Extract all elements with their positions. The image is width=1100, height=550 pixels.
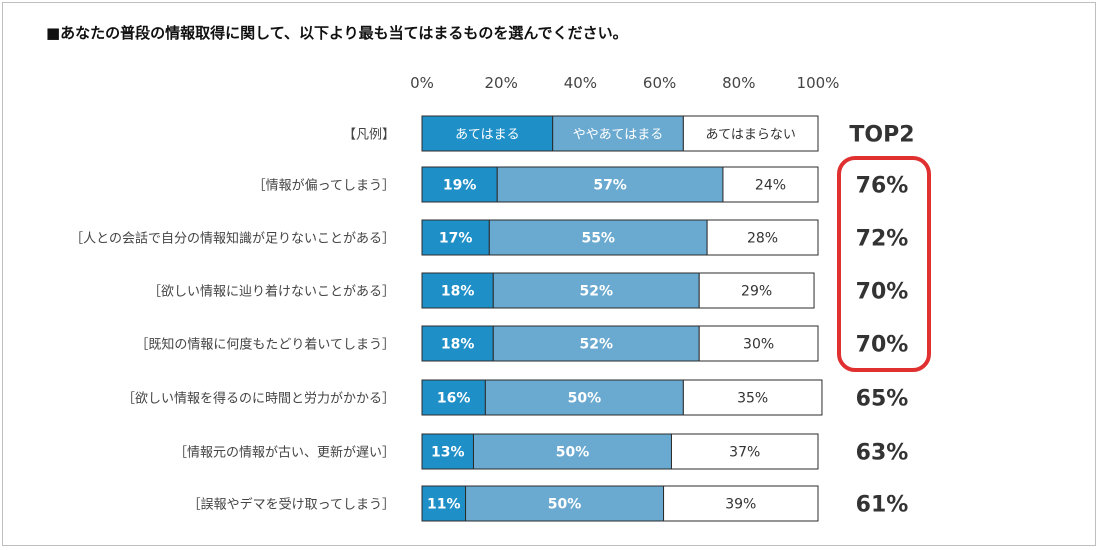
data-label: 52% xyxy=(579,284,613,300)
x-tick-label: 80% xyxy=(722,74,755,92)
x-tick-label: 40% xyxy=(564,74,597,92)
data-label: 57% xyxy=(593,178,627,194)
stacked-bar-chart: 0% 20% 40% 60% 80% 100% 【凡例】 あてはまる ややあてはまる あてはまら… xyxy=(0,0,1100,550)
category-label: ［欲しい情報を得るのに時間と労力がかかる］ xyxy=(122,391,395,407)
x-axis-ticks: 0% 20% 40% 60% 80% 100% xyxy=(410,74,839,92)
data-label: 17% xyxy=(439,231,473,247)
data-label: 50% xyxy=(556,445,590,461)
category-label: ［情報元の情報が古い、更新が遅い］ xyxy=(174,445,395,461)
top2-header: TOP2 xyxy=(849,123,914,148)
bars: ［情報が偏ってしまう］ 19% 57% 24% ［人との会話で自分の情報知識が足りないこ… xyxy=(70,167,822,521)
data-label: 18% xyxy=(441,284,475,300)
data-label: 52% xyxy=(579,337,613,353)
data-label: 50% xyxy=(568,391,602,407)
data-label: 13% xyxy=(431,445,465,461)
legend: 【凡例】 あてはまる ややあてはまる あてはまらない TOP2 xyxy=(343,116,915,151)
x-tick-label: 0% xyxy=(410,74,434,92)
legend-item-label: あてはまらない xyxy=(705,128,795,143)
top2-value: 61% xyxy=(856,493,909,518)
top2-column: 76% 72% 70% 70% 65% 63% 61% xyxy=(856,174,909,518)
data-label: 29% xyxy=(741,284,772,300)
x-tick-label: 60% xyxy=(643,74,676,92)
data-label: 55% xyxy=(581,231,615,247)
data-label: 16% xyxy=(437,391,471,407)
top2-value: 76% xyxy=(856,174,909,199)
top2-value: 63% xyxy=(856,441,909,466)
top2-value: 70% xyxy=(856,280,909,305)
data-label: 35% xyxy=(737,391,768,407)
x-tick-label: 20% xyxy=(485,74,518,92)
category-label: ［欲しい情報に辿り着けないことがある］ xyxy=(148,284,395,300)
data-label: 39% xyxy=(725,497,756,513)
data-label: 30% xyxy=(743,337,774,353)
data-label: 37% xyxy=(729,445,760,461)
data-label: 18% xyxy=(441,337,475,353)
category-label: ［人との会話で自分の情報知識が足りないことがある］ xyxy=(70,231,395,247)
x-tick-label: 100% xyxy=(797,74,840,92)
data-label: 28% xyxy=(747,231,778,247)
category-label: ［情報が偏ってしまう］ xyxy=(253,179,395,194)
category-label: ［誤報やデマを受け取ってしまう］ xyxy=(188,497,395,513)
legend-item-label: あてはまる xyxy=(455,128,519,143)
top2-value: 65% xyxy=(856,387,909,412)
data-label: 50% xyxy=(548,497,582,513)
legend-row-label: 【凡例】 xyxy=(343,128,395,143)
legend-item-label: ややあてはまる xyxy=(573,128,663,143)
data-label: 11% xyxy=(427,497,461,513)
data-label: 19% xyxy=(443,178,477,194)
top2-value: 70% xyxy=(856,333,909,358)
category-label: ［既知の情報に何度もたどり着いてしまう］ xyxy=(135,337,395,353)
top2-value: 72% xyxy=(856,227,909,252)
data-label: 24% xyxy=(755,178,786,194)
